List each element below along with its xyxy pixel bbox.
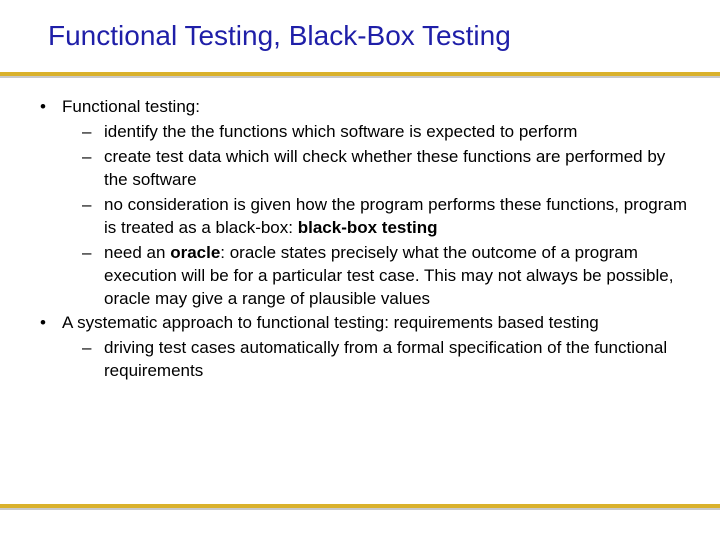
top-rule-shadow [0,76,720,78]
text-bold: black-box testing [298,218,438,237]
list-item-text: A systematic approach to functional test… [62,312,690,335]
content-area: • Functional testing: – identify the the… [40,96,690,385]
list-subitem: – identify the the functions which softw… [82,121,690,144]
list-subitem: – no consideration is given how the prog… [82,194,690,240]
bullet-l2: – [82,242,104,311]
list-item-text: Functional testing: [62,96,690,119]
bullet-l2: – [82,337,104,383]
list-subitem-text: identify the the functions which softwar… [104,121,690,144]
list-subitem: – create test data which will check whet… [82,146,690,192]
list-subitem: – driving test cases automatically from … [82,337,690,383]
bullet-l2: – [82,146,104,192]
bullet-l2: – [82,194,104,240]
text-pre: need an [104,243,170,262]
top-rule [0,72,720,78]
text-bold: oracle [170,243,220,262]
list-subitem-text: no consideration is given how the progra… [104,194,690,240]
slide-title: Functional Testing, Black-Box Testing [48,20,690,52]
bullet-l1: • [40,96,62,119]
list-item: • Functional testing: [40,96,690,119]
list-item: • A systematic approach to functional te… [40,312,690,335]
list-subitem-text: create test data which will check whethe… [104,146,690,192]
list-subitem: – need an oracle: oracle states precisel… [82,242,690,311]
list-subitem-text: driving test cases automatically from a … [104,337,690,383]
bullet-l1: • [40,312,62,335]
bottom-rule [0,504,720,510]
slide: Functional Testing, Black-Box Testing • … [0,0,720,540]
bottom-rule-shadow [0,508,720,510]
bullet-l2: – [82,121,104,144]
list-subitem-text: need an oracle: oracle states precisely … [104,242,690,311]
